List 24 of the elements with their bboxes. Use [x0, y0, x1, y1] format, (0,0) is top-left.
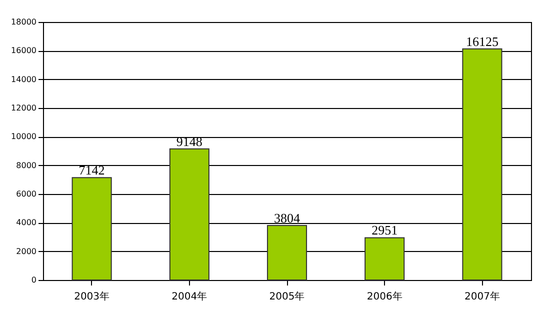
bar: [462, 48, 502, 280]
y-tick-label: 4000: [16, 218, 36, 228]
bar: [72, 177, 112, 280]
y-tick-label: 10000: [11, 132, 36, 142]
x-tick-label: 2005年: [269, 290, 305, 302]
y-tick-label: 2000: [16, 246, 36, 256]
data-label: 2951: [372, 222, 398, 238]
y-tick-label: 0: [31, 276, 36, 284]
y-tick-label: 12000: [11, 104, 36, 112]
bar: [266, 224, 308, 280]
x-tick-label: 2003年: [74, 290, 110, 302]
bar: [364, 237, 405, 280]
x-tick-label: 2007年: [464, 290, 500, 302]
x-tick-label: 2006年: [366, 290, 402, 302]
x-tick-label: 2004年: [172, 290, 208, 302]
data-label: 3804: [274, 210, 300, 226]
y-tick-label: 18000: [11, 18, 36, 26]
y-tick-label: 16000: [11, 46, 36, 56]
y-tick-label: 14000: [11, 74, 36, 84]
data-label: 16125: [466, 34, 498, 49]
y-tick-label: 6000: [16, 190, 36, 198]
data-label: 7142: [78, 162, 105, 178]
y-tick-label: 8000: [16, 160, 36, 170]
bar: [169, 148, 210, 280]
